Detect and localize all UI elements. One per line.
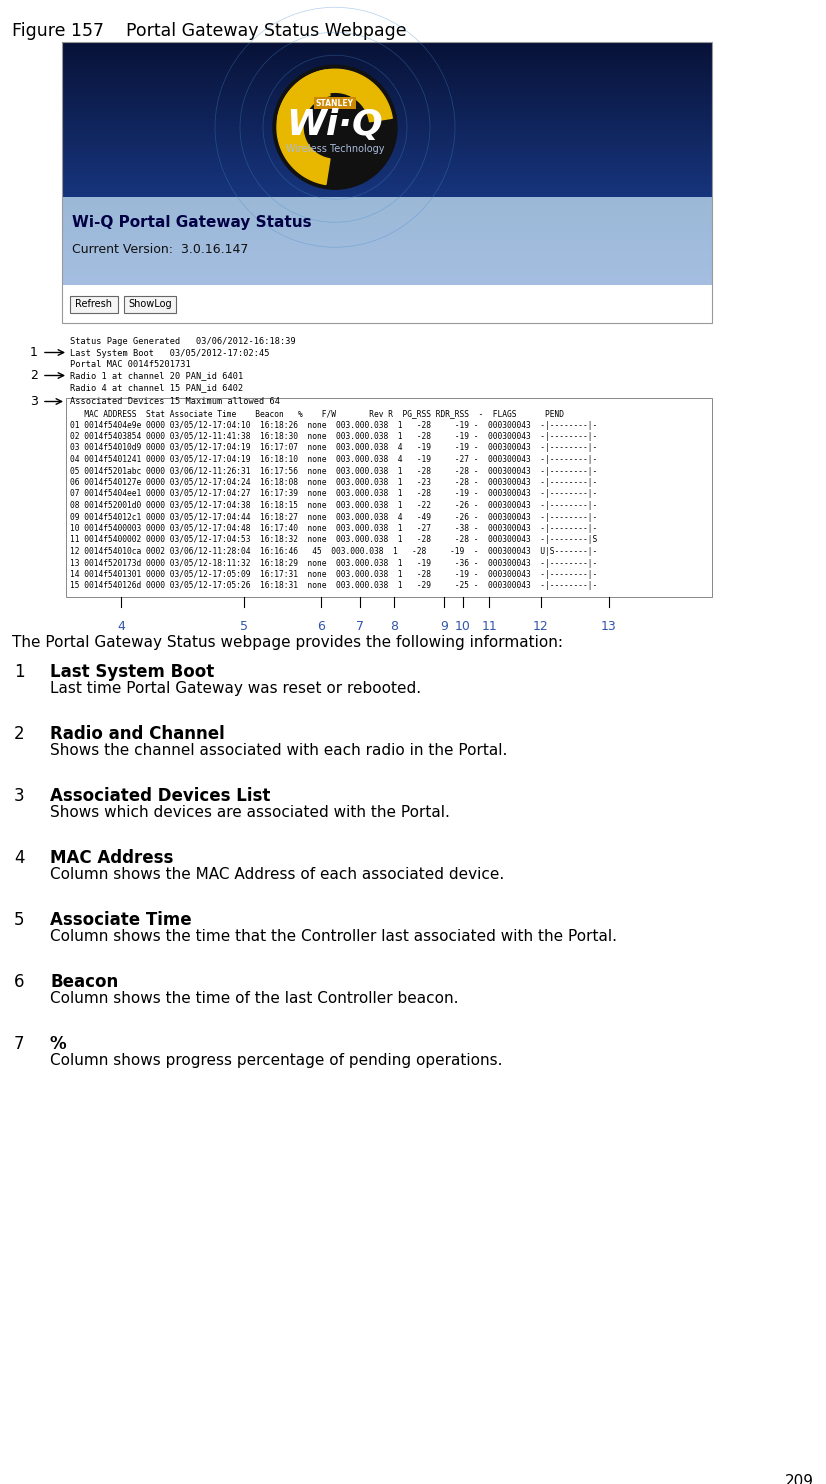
Text: 01 0014f5404e9e 0000 03/05/12-17:04:10  16:18:26  none  003.000.038  1   -28    : 01 0014f5404e9e 0000 03/05/12-17:04:10 1… bbox=[70, 420, 597, 429]
Text: 05 0014f5201abc 0000 03/06/12-11:26:31  16:17:56  none  003.000.038  1   -28    : 05 0014f5201abc 0000 03/06/12-11:26:31 1… bbox=[70, 466, 597, 475]
Text: Associated Devices List: Associated Devices List bbox=[50, 787, 270, 804]
Text: 2: 2 bbox=[14, 726, 25, 743]
Text: 5: 5 bbox=[14, 911, 25, 929]
Bar bbox=[314, 98, 356, 110]
Text: 13 0014f520173d 0000 03/05/12-18:11:32  16:18:29  none  003.000.038  1   -19    : 13 0014f520173d 0000 03/05/12-18:11:32 1… bbox=[70, 558, 597, 567]
Text: Associate Time: Associate Time bbox=[50, 911, 192, 929]
Text: 7: 7 bbox=[14, 1034, 25, 1054]
Text: 3: 3 bbox=[14, 787, 25, 804]
Polygon shape bbox=[277, 70, 330, 184]
Text: 6: 6 bbox=[317, 620, 325, 634]
Text: Last time Portal Gateway was reset or rebooted.: Last time Portal Gateway was reset or re… bbox=[50, 681, 421, 696]
Text: Refresh: Refresh bbox=[75, 298, 112, 309]
Text: Wi·Q: Wi·Q bbox=[287, 108, 383, 142]
Text: STANLEY: STANLEY bbox=[316, 99, 354, 108]
FancyBboxPatch shape bbox=[124, 295, 176, 313]
Text: 2: 2 bbox=[30, 370, 38, 381]
Text: Status Page Generated   03/06/2012-16:18:39: Status Page Generated 03/06/2012-16:18:3… bbox=[70, 337, 296, 346]
FancyBboxPatch shape bbox=[70, 295, 118, 313]
Text: 1: 1 bbox=[14, 663, 25, 681]
Text: 7: 7 bbox=[356, 620, 364, 634]
Text: 9: 9 bbox=[440, 620, 448, 634]
Polygon shape bbox=[278, 70, 392, 122]
Text: Figure 157    Portal Gateway Status Webpage: Figure 157 Portal Gateway Status Webpage bbox=[12, 22, 406, 40]
Text: %: % bbox=[50, 1034, 67, 1054]
Text: Column shows the time of the last Controller beacon.: Column shows the time of the last Contro… bbox=[50, 991, 458, 1006]
Text: Radio 1 at channel 20 PAN_id 6401: Radio 1 at channel 20 PAN_id 6401 bbox=[70, 371, 243, 380]
Text: 04 0014f5401241 0000 03/05/12-17:04:19  16:18:10  none  003.000.038  4   -19    : 04 0014f5401241 0000 03/05/12-17:04:19 1… bbox=[70, 456, 597, 464]
Text: 07 0014f5404ee1 0000 03/05/12-17:04:27  16:17:39  none  003.000.038  1   -28    : 07 0014f5404ee1 0000 03/05/12-17:04:27 1… bbox=[70, 490, 597, 499]
Text: ShowLog: ShowLog bbox=[128, 298, 172, 309]
Text: Radio and Channel: Radio and Channel bbox=[50, 726, 225, 743]
Text: 8: 8 bbox=[390, 620, 398, 634]
Text: Last System Boot: Last System Boot bbox=[50, 663, 214, 681]
Text: Radio 4 at channel 15 PAN_id 6402: Radio 4 at channel 15 PAN_id 6402 bbox=[70, 383, 243, 392]
Text: 10: 10 bbox=[454, 620, 471, 634]
Text: 11 0014f5400002 0000 03/05/12-17:04:53  16:18:32  none  003.000.038  1   -28    : 11 0014f5400002 0000 03/05/12-17:04:53 1… bbox=[70, 536, 597, 545]
Text: 11: 11 bbox=[482, 620, 497, 634]
Text: Wireless Technology: Wireless Technology bbox=[286, 144, 384, 154]
Text: Column shows progress percentage of pending operations.: Column shows progress percentage of pend… bbox=[50, 1054, 502, 1068]
Text: 08 0014f52001d0 0000 03/05/12-17:04:38  16:18:15  none  003.000.038  1   -22    : 08 0014f52001d0 0000 03/05/12-17:04:38 1… bbox=[70, 502, 597, 510]
Text: Shows which devices are associated with the Portal.: Shows which devices are associated with … bbox=[50, 804, 450, 821]
Text: 02 0014f5403854 0000 03/05/12-11:41:38  16:18:30  none  003.000.038  1   -28    : 02 0014f5403854 0000 03/05/12-11:41:38 1… bbox=[70, 432, 597, 441]
Text: 4: 4 bbox=[117, 620, 125, 634]
Text: 06 0014f540127e 0000 03/05/12-17:04:24  16:18:08  none  003.000.038  1   -23    : 06 0014f540127e 0000 03/05/12-17:04:24 1… bbox=[70, 478, 597, 487]
Text: 1: 1 bbox=[30, 346, 38, 359]
Text: 13: 13 bbox=[601, 620, 616, 634]
Text: Column shows the MAC Address of each associated device.: Column shows the MAC Address of each ass… bbox=[50, 867, 504, 881]
Text: 12: 12 bbox=[533, 620, 548, 634]
Bar bbox=[62, 285, 712, 324]
Text: MAC ADDRESS  Stat Associate Time    Beacon   %    F/W       Rev R  PG_RSS RDR_RS: MAC ADDRESS Stat Associate Time Beacon %… bbox=[70, 410, 564, 418]
Text: Last System Boot   03/05/2012-17:02:45: Last System Boot 03/05/2012-17:02:45 bbox=[70, 349, 269, 358]
Text: Current Version:  3.0.16.147: Current Version: 3.0.16.147 bbox=[72, 243, 249, 257]
Text: Shows the channel associated with each radio in the Portal.: Shows the channel associated with each r… bbox=[50, 743, 507, 758]
Text: 209: 209 bbox=[785, 1474, 814, 1484]
Text: 09 0014f54012c1 0000 03/05/12-17:04:44  16:18:27  none  003.000.038  4   -49    : 09 0014f54012c1 0000 03/05/12-17:04:44 1… bbox=[70, 512, 597, 521]
Text: Associated Devices 15 Maximum allowed 64: Associated Devices 15 Maximum allowed 64 bbox=[70, 398, 280, 407]
Text: 12 0014f54010ca 0002 03/06/12-11:28:04  16:16:46   45  003.000.038  1   -28     : 12 0014f54010ca 0002 03/06/12-11:28:04 1… bbox=[70, 548, 597, 556]
Text: Wi-Q Portal Gateway Status: Wi-Q Portal Gateway Status bbox=[72, 215, 311, 230]
Text: Portal MAC 0014f5201731: Portal MAC 0014f5201731 bbox=[70, 361, 191, 370]
Text: 6: 6 bbox=[14, 974, 25, 991]
Text: 03 0014f54010d9 0000 03/05/12-17:04:19  16:17:07  none  003.000.038  4   -19    : 03 0014f54010d9 0000 03/05/12-17:04:19 1… bbox=[70, 444, 597, 453]
Text: 4: 4 bbox=[14, 849, 25, 867]
Text: 10 0014f5400003 0000 03/05/12-17:04:48  16:17:40  none  003.000.038  1   -27    : 10 0014f5400003 0000 03/05/12-17:04:48 1… bbox=[70, 524, 597, 533]
Text: 3: 3 bbox=[30, 395, 38, 408]
Text: 14 0014f5401301 0000 03/05/12-17:05:09  16:17:31  none  003.000.038  1   -28    : 14 0014f5401301 0000 03/05/12-17:05:09 1… bbox=[70, 570, 597, 579]
Text: MAC Address: MAC Address bbox=[50, 849, 173, 867]
Text: 5: 5 bbox=[240, 620, 248, 634]
Bar bbox=[62, 42, 712, 324]
Bar bbox=[66, 398, 712, 597]
Text: The Portal Gateway Status webpage provides the following information:: The Portal Gateway Status webpage provid… bbox=[12, 635, 563, 650]
Text: Column shows the time that the Controller last associated with the Portal.: Column shows the time that the Controlle… bbox=[50, 929, 617, 944]
Text: 15 0014f540126d 0000 03/05/12-17:05:26  16:18:31  none  003.000.038  1   -29    : 15 0014f540126d 0000 03/05/12-17:05:26 1… bbox=[70, 582, 597, 591]
Circle shape bbox=[273, 65, 397, 190]
Text: Beacon: Beacon bbox=[50, 974, 118, 991]
